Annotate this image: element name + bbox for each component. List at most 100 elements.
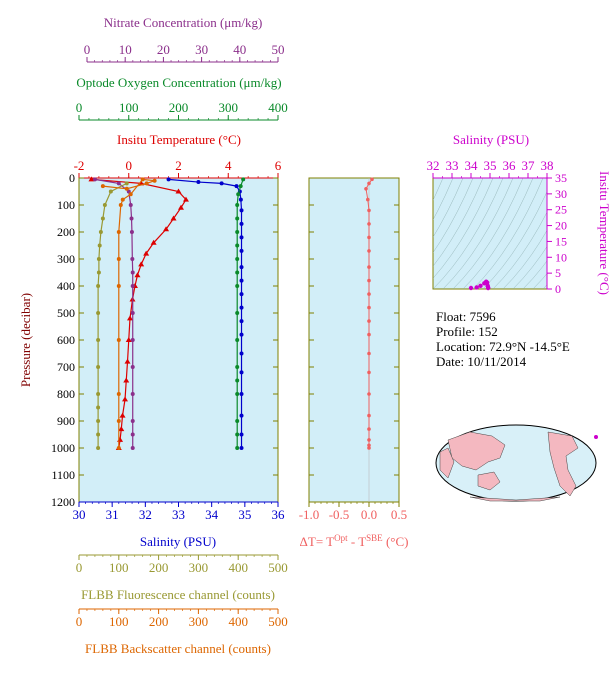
fluorescence-axis-tick-label: 200 [149, 560, 169, 575]
delta-t-point [367, 235, 371, 240]
fluorescence-point [108, 189, 113, 194]
delta-t-axis-tick-label: -1.0 [299, 507, 320, 522]
delta-t-point [367, 222, 371, 226]
fluorescence-axis-tick-label: 100 [109, 560, 129, 575]
temperature-axis-tick-label: 0 [126, 158, 133, 173]
salinity-point [234, 184, 239, 189]
oxygen-point [235, 432, 240, 437]
salinity-point [239, 292, 244, 297]
info-location: Location: 72.9°N -14.5°E [436, 339, 570, 354]
temperature-point [124, 358, 131, 364]
backscatter-point [116, 446, 121, 450]
oxygen-point [238, 184, 243, 189]
temperature-point [170, 215, 177, 221]
fluorescence-point [96, 405, 101, 410]
temperature-axis-tick-label: 6 [275, 158, 282, 173]
nitrate-point [130, 365, 135, 369]
delta-t-point [367, 292, 371, 296]
temperature-point [119, 412, 126, 418]
oxygen-axis-tick-label: 400 [268, 100, 288, 115]
salinity-point [239, 413, 244, 418]
delta-t-axis-tick-label: -0.5 [329, 507, 350, 522]
nitrate-point [116, 181, 121, 186]
oxygen-point [235, 203, 240, 207]
world-map-land-americas [547, 431, 579, 497]
fluorescence-axis-tick-label: 0 [76, 560, 83, 575]
oxygen-point [235, 311, 240, 315]
backscatter-point [118, 203, 123, 207]
float-location-marker [594, 435, 598, 439]
pressure-tick-label: 1200 [51, 495, 75, 509]
salinity-axis-tick-label: 36 [272, 507, 286, 522]
delta-t-point [367, 319, 371, 323]
delta-t-point [367, 332, 371, 337]
info-date: Date: 10/11/2014 [436, 354, 527, 369]
oxygen-point [235, 243, 240, 248]
oxygen-axis-tick-label: 100 [119, 100, 139, 115]
oxygen-point [235, 257, 240, 261]
nitrate-axis-tick-label: 10 [119, 42, 132, 57]
temperature-point [123, 377, 130, 383]
salinity-point [239, 392, 244, 396]
delta-t-point [370, 177, 374, 182]
delta-t-series [364, 177, 374, 450]
fluorescence-axis-tick-label: 300 [189, 560, 209, 575]
ts-axis-tick-label: 35 [484, 158, 497, 173]
world-map [435, 424, 598, 502]
fluorescence-point [97, 243, 102, 248]
salinity-point [239, 278, 244, 283]
ts-series [468, 279, 491, 291]
isopycnal-line [502, 230, 547, 289]
pressure-axis-label: Pressure (decibar) [18, 293, 33, 387]
backscatter-axis-tick-label: 100 [109, 614, 129, 629]
temperature-axis-tick-label: -2 [74, 158, 85, 173]
oxygen-point [235, 365, 240, 369]
fluorescence-point [96, 446, 101, 450]
salinity-point [239, 265, 244, 270]
ts-axis-tick-label: 34 [465, 158, 479, 173]
nitrate-axis-tick-label: 50 [272, 42, 285, 57]
nitrate-point [130, 311, 135, 315]
temperature-point [150, 239, 157, 245]
fluorescence-point [96, 338, 101, 342]
backscatter-point [140, 177, 145, 182]
nitrate-point [128, 203, 133, 207]
nitrate-axis-label: Nitrate Concentration (μm/kg) [104, 15, 263, 30]
fluorescence-point [124, 181, 129, 186]
temperature-point [125, 337, 132, 342]
salinity-point [239, 235, 244, 240]
ts-salinity-axis-label: Salinity (PSU) [453, 132, 529, 147]
temperature-point [126, 315, 133, 321]
nitrate-point [92, 177, 97, 182]
salinity-point [239, 208, 244, 213]
ts-temp-tick-label: 35 [555, 171, 567, 185]
backscatter-point [116, 419, 121, 423]
isopycnal-line [452, 178, 524, 289]
oxygen-point [235, 216, 240, 221]
world-map-land-australia [477, 471, 501, 491]
backscatter-point [116, 230, 121, 234]
fluorescence-point [102, 203, 107, 207]
temperature-axis-tick-label: 4 [225, 158, 232, 173]
oxygen-axis: 0 100 200 300 400 [76, 100, 288, 121]
ts-isopycnals [433, 178, 547, 289]
backscatter-axis-label: FLBB Backscatter channel (counts) [85, 641, 271, 656]
ts-axis-tick-label: 33 [446, 158, 459, 173]
backscatter-axis-tick-label: 200 [149, 614, 169, 629]
temperature-point [143, 250, 150, 256]
oxygen-point [235, 284, 240, 288]
backscatter-point [116, 257, 121, 261]
delta-t-axis-tick-label: 0.5 [391, 507, 407, 522]
delta-t-point [366, 197, 370, 202]
pressure-tick-label: 100 [57, 198, 75, 212]
nitrate-point [130, 270, 135, 275]
ts-point [485, 285, 491, 291]
nitrate-point [130, 257, 135, 261]
nitrate-point [129, 216, 134, 221]
salinity-point [238, 197, 243, 202]
delta-t-point [367, 305, 371, 310]
temperature-point [163, 226, 170, 232]
pressure-axis: 0 100 200 300 400 500 600 700 800 900 1000 1100 1200 [51, 171, 278, 509]
nitrate-point [129, 230, 134, 234]
ts-temp-tick-label: 5 [555, 266, 561, 280]
